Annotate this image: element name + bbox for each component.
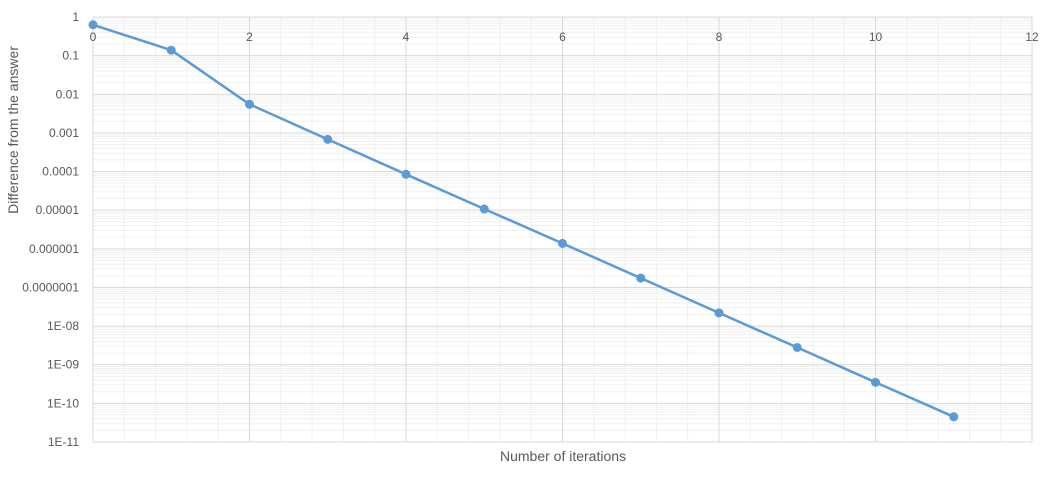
data-point [714, 308, 724, 318]
y-tick-label: 0.00001 [36, 203, 80, 217]
y-tick-label: 0.0000001 [22, 280, 79, 294]
y-axis-tick-labels: 1 0.1 0.01 0.001 0.0001 0.00001 0.000001 0.0000… [22, 10, 79, 449]
x-axis-title: Number of iterations [500, 448, 626, 464]
y-tick-label: 1E-08 [47, 319, 79, 333]
y-tick-label: 0.01 [56, 87, 80, 101]
major-gridlines [92, 16, 1033, 443]
x-tick-label: 12 [1025, 30, 1039, 44]
data-point [323, 134, 333, 144]
x-tick-label: 6 [559, 30, 566, 44]
series-line [92, 23, 955, 418]
y-tick-label: 0.001 [49, 126, 79, 140]
data-point [792, 342, 802, 352]
x-axis-tick-labels: 0 2 4 6 8 10 12 [90, 30, 1039, 44]
y-axis-title: Difference from the answer [5, 46, 21, 214]
data-point [166, 45, 176, 55]
data-point [636, 273, 646, 283]
x-tick-label: 0 [90, 30, 97, 44]
data-point [401, 169, 411, 179]
y-tick-label: 1E-11 [48, 435, 79, 449]
data-point [245, 99, 254, 109]
x-tick-label: 8 [716, 30, 723, 44]
data-point [479, 204, 489, 214]
y-tick-label: 1E-09 [47, 358, 79, 372]
y-tick-label: 1E-10 [47, 396, 79, 410]
x-tick-label: 10 [869, 30, 883, 44]
data-point [949, 412, 959, 422]
series-layer [88, 20, 959, 422]
data-point [558, 238, 567, 248]
y-tick-label: 1 [72, 10, 79, 24]
data-point [88, 20, 98, 30]
x-tick-label: 2 [246, 30, 253, 44]
y-tick-label: 0.0001 [42, 165, 79, 179]
data-point [871, 377, 880, 387]
y-tick-label: 0.000001 [29, 242, 79, 256]
x-tick-label: 4 [403, 30, 410, 44]
y-tick-label: 0.1 [62, 49, 79, 63]
